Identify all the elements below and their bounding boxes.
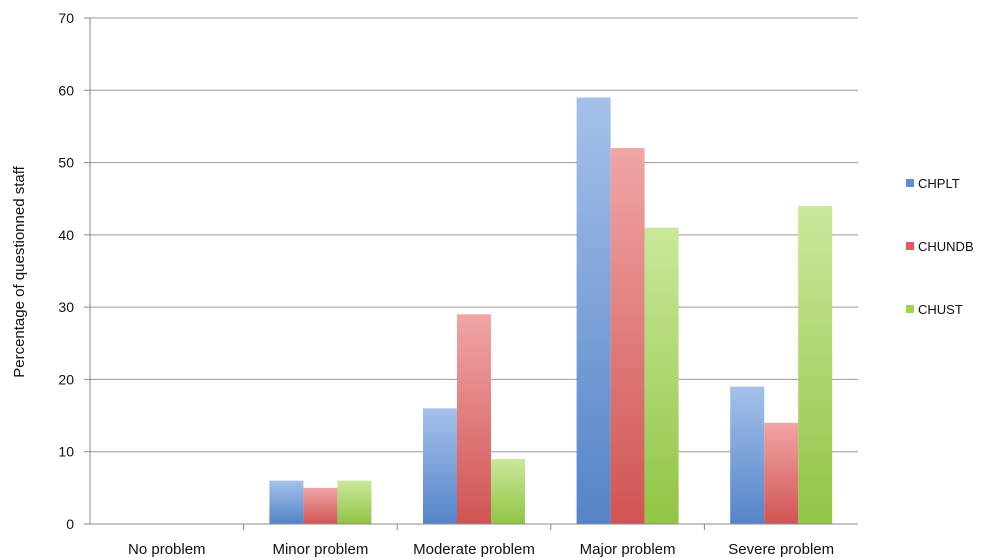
bars [269, 97, 833, 524]
x-category-label: Minor problem [272, 541, 368, 558]
x-category-label: No problem [128, 541, 206, 558]
y-tick-label: 10 [58, 444, 74, 460]
y-axis-title: Percentage of questionned staff [11, 165, 28, 377]
x-category-label: Major problem [580, 541, 676, 558]
legend-label: CHUNDB [918, 239, 974, 254]
y-tick-label: 0 [66, 516, 74, 532]
bar-chust-severe-problem [798, 205, 833, 524]
y-tick-label: 50 [58, 155, 74, 171]
legend-swatch [906, 305, 914, 313]
bar-chust-moderate-problem [491, 458, 525, 524]
bar-chundb-major-problem [610, 148, 645, 524]
legend-swatch [906, 242, 914, 250]
y-tick-label: 60 [58, 82, 74, 98]
x-category-label: Moderate problem [413, 541, 535, 558]
legend-label: CHPLT [918, 176, 960, 191]
y-tick-label: 70 [58, 10, 74, 26]
axes: 0 10 20 30 40 50 60 70 No problem Minor problem Mo… [58, 10, 858, 558]
bar-chundb-severe-problem [764, 422, 799, 524]
bar-chplt-severe-problem [730, 386, 765, 524]
bar-chplt-major-problem [576, 97, 611, 524]
bar-chust-minor-problem [337, 480, 372, 524]
legend-label: CHUST [918, 302, 963, 317]
bar-chust-major-problem [644, 227, 679, 524]
x-category-label: Severe problem [728, 541, 834, 558]
legend-swatch [906, 179, 914, 187]
bar-chundb-moderate-problem [457, 314, 491, 524]
bar-chplt-moderate-problem [423, 408, 457, 524]
gridlines [90, 17, 858, 453]
y-tick-label: 30 [58, 299, 74, 315]
y-tick-label: 20 [58, 371, 74, 387]
y-tick-label: 40 [58, 227, 74, 243]
bar-chplt-minor-problem [269, 480, 304, 524]
bar-chundb-minor-problem [303, 487, 338, 524]
legend: CHPLT CHUNDB CHUST [906, 176, 974, 317]
